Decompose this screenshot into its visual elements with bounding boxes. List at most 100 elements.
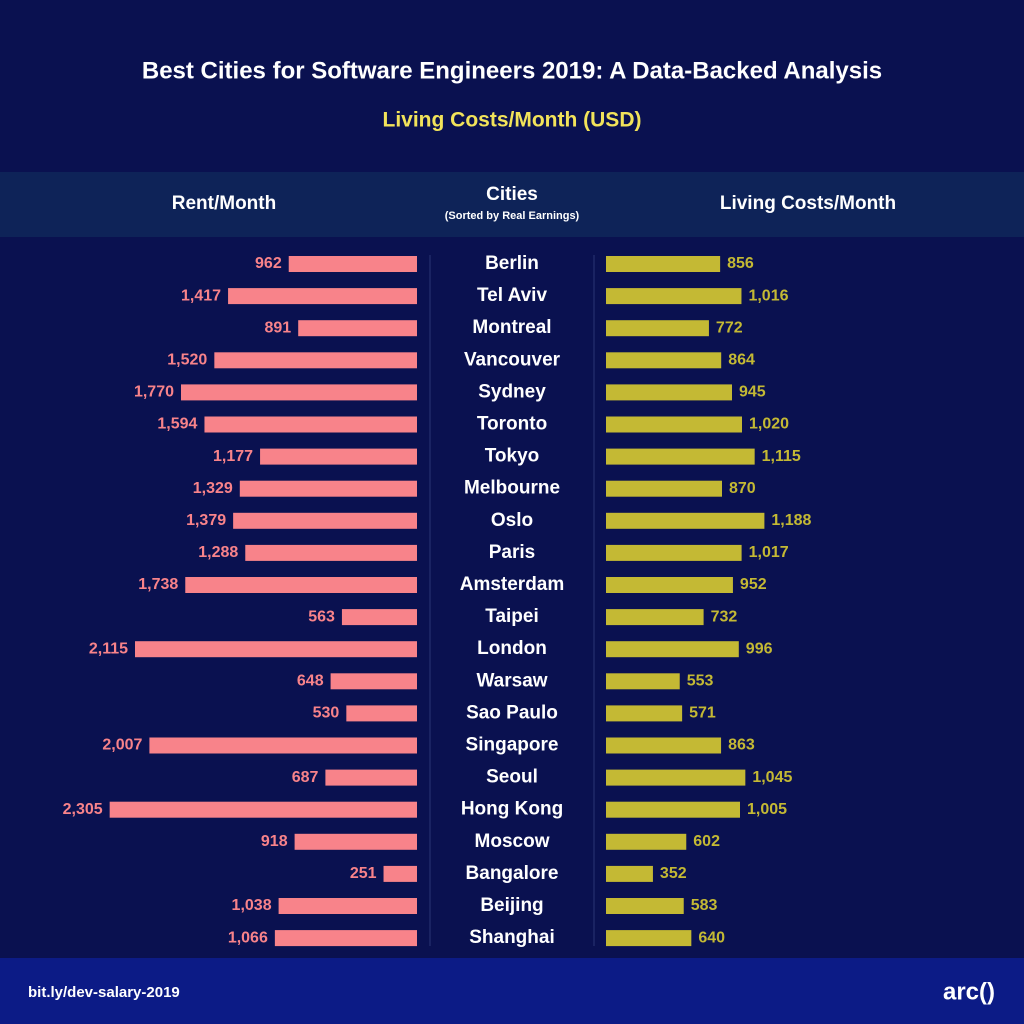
bar — [606, 480, 722, 497]
value-label: 864 — [728, 352, 755, 369]
bar — [606, 384, 732, 401]
value-label: 1,016 — [748, 287, 788, 304]
category-label: Beijing — [480, 895, 543, 916]
category-label: Taipei — [485, 606, 539, 627]
bar — [606, 898, 684, 914]
value-label: 2,305 — [63, 801, 103, 818]
value-label: 856 — [727, 255, 754, 272]
bar — [606, 352, 722, 369]
value-label: 352 — [660, 865, 687, 882]
category-label: Toronto — [477, 414, 547, 435]
category-label: Bangalore — [466, 863, 559, 884]
value-label: 563 — [308, 608, 335, 625]
bar — [606, 256, 721, 272]
header-band — [0, 172, 1024, 237]
category-label: Sao Paulo — [466, 702, 558, 723]
value-label: 648 — [297, 673, 324, 690]
bar — [214, 352, 417, 369]
value-label: 602 — [693, 833, 720, 850]
bar — [606, 577, 733, 593]
category-label: Berlin — [485, 253, 539, 274]
value-label: 1,038 — [232, 897, 272, 914]
category-label: London — [477, 638, 547, 659]
value-label: 952 — [740, 576, 767, 593]
bar — [288, 256, 417, 272]
category-label: Amsterdam — [460, 574, 565, 595]
bar — [274, 930, 417, 947]
bar — [606, 512, 765, 529]
value-label: 863 — [728, 737, 755, 754]
footer-link: bit.ly/dev-salary-2019 — [28, 984, 180, 1001]
bar — [606, 448, 755, 465]
bar — [233, 512, 417, 529]
bar — [606, 930, 692, 947]
value-label: 1,177 — [213, 448, 253, 465]
category-label: Vancouver — [464, 349, 561, 370]
value-label: 891 — [264, 319, 291, 336]
value-label: 1,738 — [138, 576, 178, 593]
category-label: Tokyo — [485, 446, 540, 467]
value-label: 1,520 — [167, 352, 207, 369]
value-label: 1,005 — [747, 801, 787, 818]
bar — [606, 833, 687, 850]
value-label: 962 — [255, 255, 282, 272]
value-label: 1,594 — [157, 416, 197, 433]
bar — [298, 320, 417, 337]
value-label: 1,066 — [228, 929, 268, 946]
bar — [606, 609, 704, 626]
value-label: 1,020 — [749, 416, 789, 433]
column-header: Living Costs/Month — [720, 193, 896, 214]
bar — [606, 288, 742, 305]
category-label: Singapore — [466, 735, 559, 756]
category-label: Shanghai — [469, 927, 555, 948]
value-label: 1,045 — [752, 769, 792, 786]
footer-band — [0, 958, 1024, 1024]
chart-subtitle: Living Costs/Month (USD) — [383, 109, 642, 132]
bar — [245, 544, 417, 561]
value-label: 1,379 — [186, 512, 226, 529]
bar — [606, 320, 709, 337]
value-label: 1,288 — [198, 544, 238, 561]
column-header: Cities — [486, 184, 538, 205]
category-label: Hong Kong — [461, 799, 563, 820]
bar — [204, 416, 417, 433]
bar — [228, 288, 417, 305]
value-label: 870 — [729, 480, 756, 497]
bar — [606, 416, 742, 433]
category-label: Montreal — [472, 317, 551, 338]
bar — [606, 544, 742, 561]
bar — [383, 865, 417, 882]
footer-logo: arc() — [943, 978, 995, 1005]
bar — [606, 673, 680, 690]
value-label: 687 — [292, 769, 319, 786]
bar — [278, 898, 417, 914]
value-label: 571 — [689, 705, 716, 722]
bar — [606, 705, 683, 722]
value-label: 583 — [691, 897, 718, 914]
bar — [185, 577, 417, 593]
value-label: 640 — [698, 929, 725, 946]
value-label: 2,007 — [102, 737, 142, 754]
bar — [606, 769, 746, 786]
value-label: 1,017 — [749, 544, 789, 561]
category-label: Melbourne — [464, 478, 560, 499]
bar — [260, 448, 417, 465]
value-label: 918 — [261, 833, 288, 850]
value-label: 1,417 — [181, 287, 221, 304]
chart-title: Best Cities for Software Engineers 2019:… — [142, 57, 882, 84]
category-label: Seoul — [486, 767, 538, 788]
bar — [135, 641, 417, 658]
value-label: 1,115 — [762, 448, 801, 465]
bar — [606, 737, 722, 754]
category-label: Paris — [489, 542, 535, 563]
bar — [181, 384, 417, 401]
value-label: 530 — [313, 705, 340, 722]
bar — [346, 705, 417, 722]
value-label: 2,115 — [89, 640, 128, 657]
category-label: Moscow — [475, 831, 550, 852]
bar — [606, 641, 739, 658]
bar — [341, 609, 417, 626]
bar — [325, 769, 417, 786]
